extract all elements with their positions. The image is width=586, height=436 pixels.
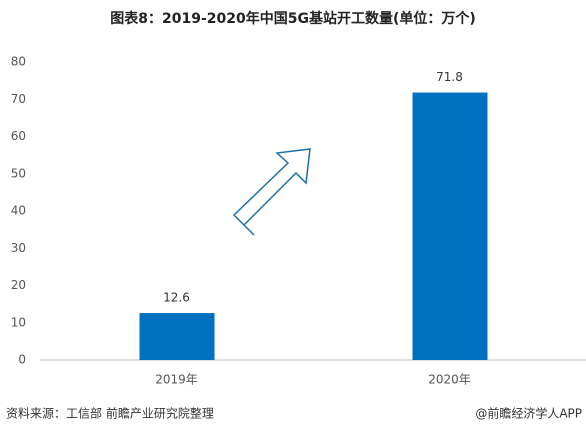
chart-title: 图表8：2019-2020年中国5G基站开工数量(单位：万个) [110,10,476,27]
y-tick-label: 20 [11,278,26,292]
y-tick-label: 60 [11,129,26,143]
x-tick-label: 2019年 [155,373,198,387]
y-tick-label: 10 [11,315,26,329]
data-label: 71.8 [436,70,463,84]
y-tick-label: 70 [11,92,26,106]
x-tick-label: 2020年 [428,373,471,387]
y-tick-label: 30 [11,241,26,255]
y-tick-label: 80 [11,55,26,69]
data-label: 12.6 [163,291,190,305]
y-tick-label: 40 [11,204,26,218]
y-tick-label: 50 [11,166,26,180]
bar [412,92,488,361]
credit: @前瞻经济学人APP [475,406,582,421]
arrow-decoration [232,148,311,236]
source: 资料来源：工信部 前瞻产业研究院整理 [6,406,214,421]
y-tick-label: 0 [18,353,26,367]
bar [139,313,215,360]
